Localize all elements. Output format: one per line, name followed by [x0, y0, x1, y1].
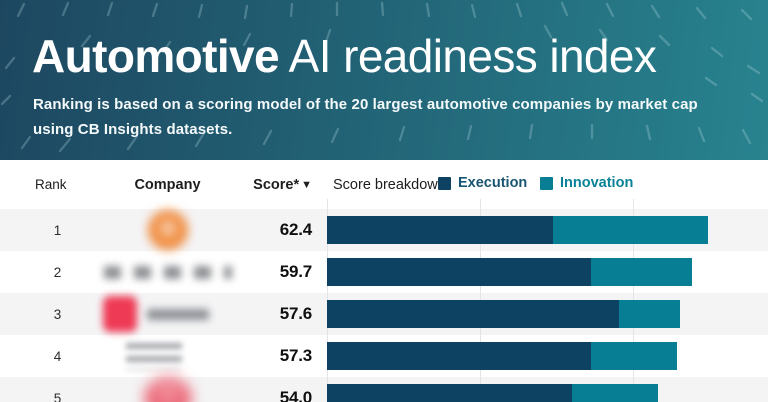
legend-item-execution: Execution — [438, 175, 527, 191]
company-logo — [144, 377, 191, 402]
company-logo-cell — [95, 209, 240, 251]
rank-value: 1 — [53, 222, 62, 238]
company-logo — [102, 296, 209, 332]
score-value: 62.4 — [279, 220, 312, 239]
bar-segment-innovation — [619, 300, 680, 328]
score-bar — [327, 342, 677, 370]
company-logo — [147, 210, 188, 250]
execution-swatch-icon — [438, 176, 451, 190]
bar-segment-execution — [327, 216, 553, 244]
table-row: 2 59.7 — [0, 251, 768, 293]
rank-value: 4 — [53, 348, 62, 364]
score-value: 59.7 — [279, 262, 312, 281]
page-title-emphasis: Automotive — [32, 30, 280, 82]
score-bar — [327, 216, 708, 244]
bar-segment-innovation — [572, 384, 658, 402]
bar-segment-execution — [327, 342, 591, 370]
column-header-company: Company — [134, 177, 201, 193]
page-title: Automotive AI readiness index — [32, 30, 657, 82]
legend-item-innovation: Innovation — [540, 175, 633, 191]
score-value: 57.3 — [279, 346, 312, 365]
company-logo — [125, 342, 182, 370]
column-header-score-label: Score* — [253, 177, 300, 193]
legend-title: Score breakdown: — [333, 177, 450, 193]
bar-segment-innovation — [591, 342, 677, 370]
table-row: 5 54.0 — [0, 377, 768, 402]
radial-dashes-pattern — [0, 1, 764, 153]
rank-value: 3 — [53, 306, 62, 322]
score-value: 57.6 — [279, 304, 312, 323]
bar-segment-execution — [327, 258, 591, 286]
score-bar — [327, 300, 680, 328]
company-logo-cell — [95, 335, 240, 377]
page-title-rest: AI readiness index — [279, 30, 657, 82]
bar-segment-innovation — [553, 216, 708, 244]
legend-label-execution: Execution — [458, 175, 528, 191]
column-header-score: Score* ▼ — [230, 177, 312, 193]
score-bar — [327, 258, 692, 286]
table-row: 4 57.3 — [0, 335, 768, 377]
rank-value: 2 — [53, 264, 62, 280]
table-header: Rank Company Score* ▼ Score breakdown: Ex… — [0, 160, 768, 209]
legend-label-innovation: Innovation — [560, 175, 634, 191]
company-logo-cell — [95, 293, 240, 335]
row-list: 1 62.4 2 59.7 3 57.6 4 — [0, 209, 768, 402]
rank-value: 5 — [53, 390, 62, 402]
table-row: 3 57.6 — [0, 293, 768, 335]
bar-segment-execution — [327, 384, 572, 402]
table-row: 1 62.4 — [0, 209, 768, 251]
bar-segment-execution — [327, 300, 619, 328]
score-bar — [327, 384, 658, 402]
sort-descending-icon: ▼ — [301, 179, 312, 191]
innovation-swatch-icon — [540, 176, 553, 190]
column-header-rank: Rank — [35, 177, 67, 192]
company-logo-cell — [95, 251, 240, 293]
header-banner: Automotive AI readiness index Ranking is… — [0, 0, 768, 160]
page-subtitle: Ranking is based on a scoring model of t… — [33, 96, 698, 138]
score-value: 54.0 — [279, 388, 312, 402]
bar-segment-innovation — [591, 258, 692, 286]
company-logo — [103, 265, 232, 279]
company-logo-cell — [95, 377, 240, 402]
